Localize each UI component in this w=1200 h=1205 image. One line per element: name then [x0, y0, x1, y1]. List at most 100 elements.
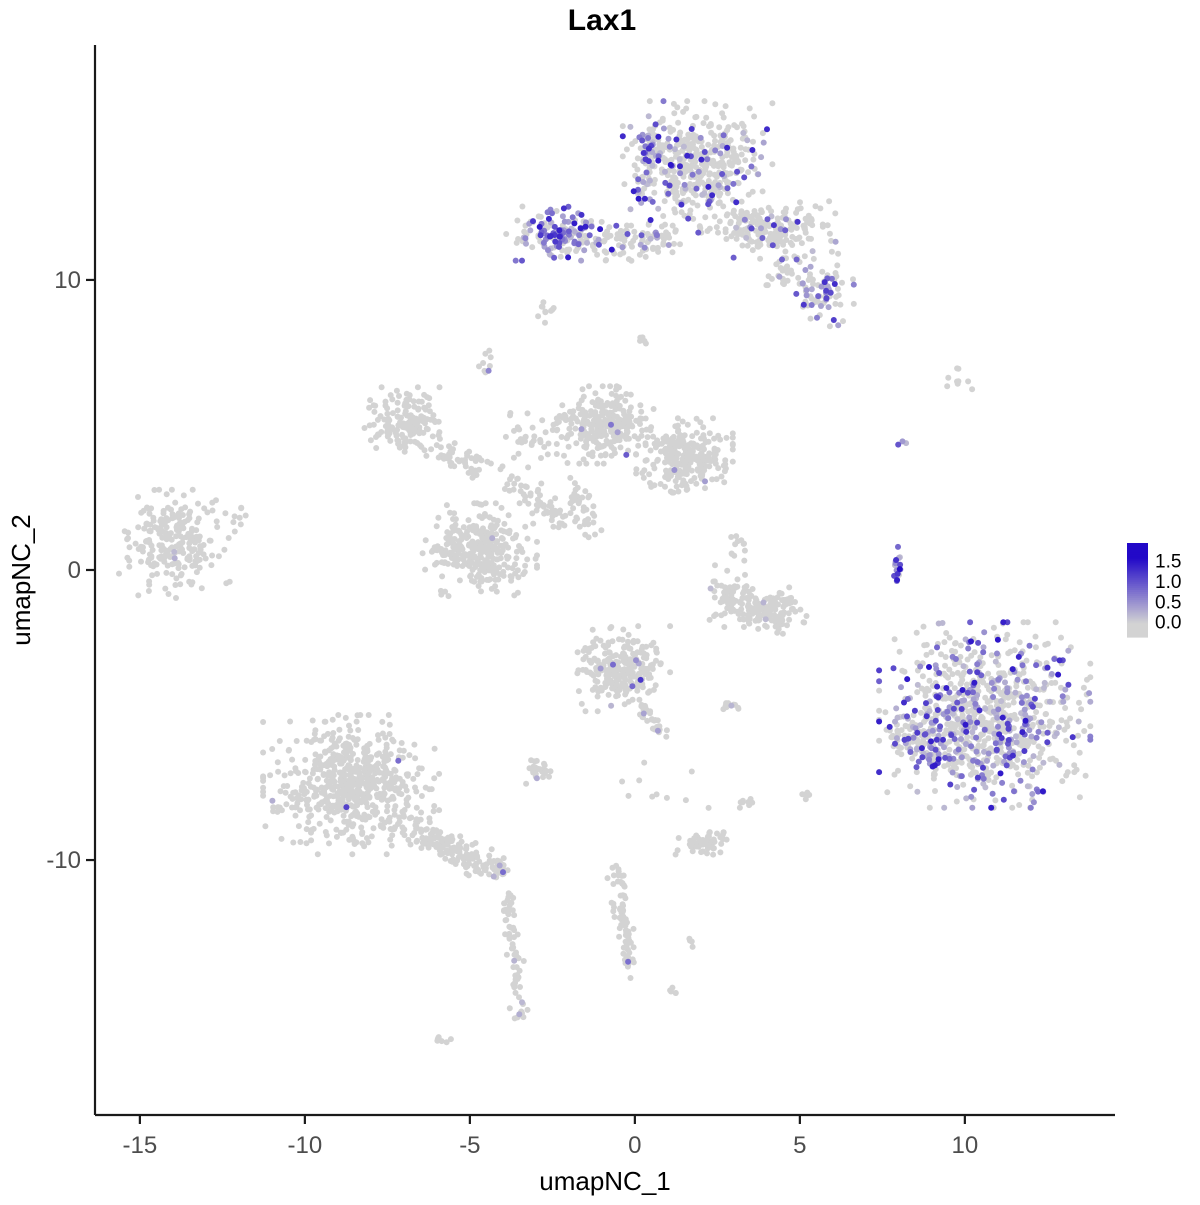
data-point: [187, 508, 194, 515]
data-point: [597, 444, 604, 450]
data-point: [677, 163, 683, 170]
data-point: [1051, 656, 1058, 662]
data-point: [968, 793, 975, 800]
data-point: [135, 592, 142, 599]
data-point: [963, 681, 970, 688]
data-point: [819, 268, 826, 275]
data-point: [510, 535, 516, 542]
data-point: [699, 191, 706, 198]
data-point: [449, 845, 456, 852]
data-point: [359, 840, 366, 847]
data-point: [209, 507, 216, 514]
data-point: [478, 588, 484, 595]
data-point: [792, 599, 798, 605]
data-point: [222, 510, 229, 517]
data-point: [521, 497, 528, 504]
data-point: [209, 552, 216, 559]
data-point: [919, 673, 926, 680]
data-point: [598, 527, 605, 534]
data-point: [720, 132, 727, 139]
data-point: [755, 171, 762, 178]
data-point: [330, 751, 337, 758]
data-point: [978, 713, 985, 720]
data-point: [705, 804, 712, 811]
data-point: [891, 636, 898, 643]
data-point: [597, 665, 604, 672]
data-point: [486, 363, 493, 369]
data-point: [621, 181, 628, 188]
data-point: [876, 769, 883, 776]
data-point: [543, 767, 550, 774]
data-point: [267, 772, 274, 779]
data-point: [567, 510, 574, 517]
data-point: [1024, 684, 1031, 691]
data-point: [621, 666, 628, 673]
data-point: [561, 452, 567, 459]
data-point: [630, 650, 637, 657]
data-point: [1087, 723, 1094, 730]
data-point: [738, 606, 745, 613]
data-point: [694, 202, 701, 209]
data-point: [409, 832, 416, 839]
data-point: [723, 236, 730, 242]
data-point: [633, 657, 639, 664]
data-point: [594, 708, 601, 715]
data-point: [361, 811, 368, 818]
data-point: [1012, 689, 1019, 696]
data-point: [1000, 709, 1007, 716]
data-point: [1019, 729, 1026, 736]
data-point: [835, 250, 842, 257]
data-point: [616, 384, 622, 391]
data-point: [680, 469, 687, 476]
data-point: [575, 688, 582, 695]
data-point: [510, 924, 517, 931]
data-point: [519, 549, 526, 555]
data-point: [888, 734, 895, 741]
data-point: [630, 925, 637, 932]
data-point: [178, 571, 185, 577]
data-point: [308, 837, 315, 844]
data-point: [447, 858, 454, 864]
data-point: [677, 241, 683, 248]
data-point: [821, 279, 828, 286]
data-point: [367, 437, 374, 444]
data-point: [416, 765, 423, 772]
data-point: [498, 535, 505, 541]
data-point: [549, 427, 556, 433]
data-point: [389, 793, 396, 800]
data-point: [973, 769, 979, 776]
data-point: [724, 567, 731, 574]
data-point: [510, 981, 517, 988]
data-point: [850, 276, 856, 283]
data-point: [995, 723, 1001, 730]
data-point: [738, 151, 745, 158]
data-point: [520, 491, 527, 498]
data-point: [579, 421, 586, 428]
data-point: [135, 494, 141, 500]
data-point: [144, 520, 150, 527]
data-point: [719, 159, 726, 166]
data-point: [226, 578, 233, 585]
data-point: [476, 363, 482, 370]
data-point: [126, 557, 133, 564]
data-point: [941, 731, 948, 738]
data-point: [710, 415, 716, 422]
data-point: [802, 267, 809, 273]
data-point: [681, 445, 688, 452]
data-point: [385, 712, 392, 718]
data-point: [602, 679, 609, 686]
data-point: [382, 402, 389, 409]
data-point: [428, 446, 435, 453]
data-point: [706, 616, 713, 623]
data-point: [524, 556, 531, 563]
data-point: [581, 415, 588, 422]
data-point: [689, 433, 696, 440]
data-point: [697, 225, 704, 232]
data-point: [509, 941, 516, 948]
data-point: [511, 1015, 518, 1022]
data-point: [992, 658, 999, 665]
data-point: [569, 214, 576, 221]
data-point: [379, 718, 386, 725]
data-point: [834, 285, 841, 292]
data-point: [610, 661, 616, 668]
